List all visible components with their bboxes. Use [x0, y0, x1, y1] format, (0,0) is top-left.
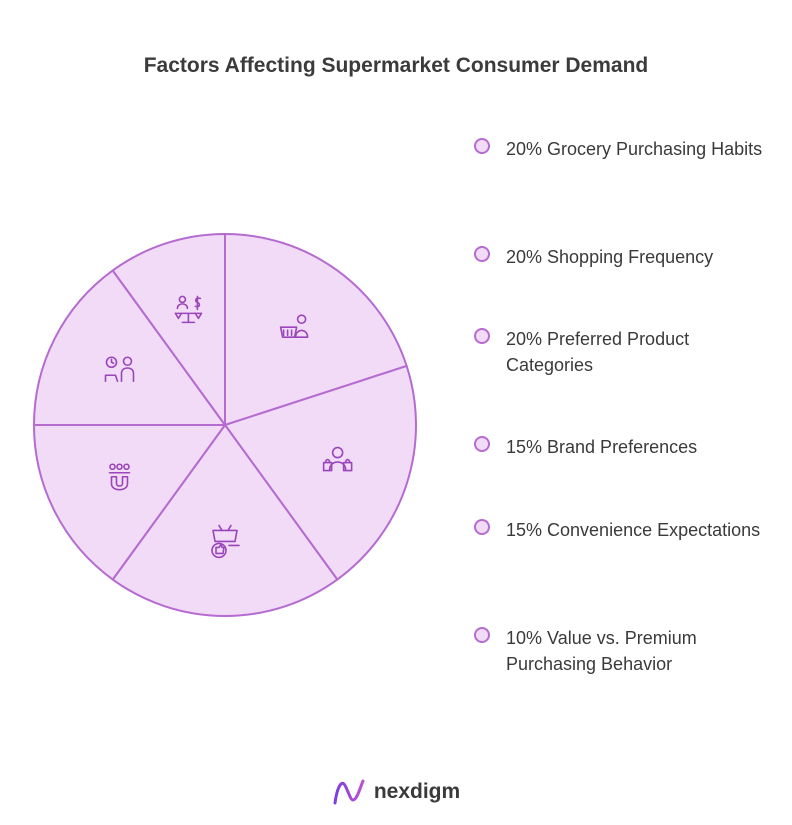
legend-marker-icon: [474, 436, 490, 452]
legend-marker-icon: [474, 138, 490, 154]
shopper-basket-icon: [279, 314, 309, 338]
shopper-bags-icon: [322, 446, 353, 472]
pie-slice-shopping-frequency: [224, 364, 417, 581]
pie-slice-grocery-purchasing-habits: [224, 233, 408, 426]
legend-item-shopping-frequency: 20% Shopping Frequency: [474, 244, 774, 270]
legend-label: 20% Preferred Product Categories: [506, 329, 690, 375]
pie-slice-convenience-expectations: [33, 269, 226, 426]
legend-label: 10% Value vs. Premium Purchasing Behavio…: [506, 628, 697, 674]
pie-slice-preferred-product-categories: [111, 424, 339, 617]
basket-thumbs-up-icon: [211, 524, 240, 559]
legend-marker-icon: [474, 246, 490, 262]
pie-slice-brand-preferences: [33, 424, 226, 581]
legend-label: 15% Convenience Expectations: [506, 520, 761, 540]
legend-item-convenience-expectations: 15% Convenience Expectations: [474, 517, 774, 543]
legend-label: 20% Shopping Frequency: [506, 247, 714, 267]
legend-label: 20% Grocery Purchasing Habits: [506, 139, 763, 159]
legend-marker-icon: [474, 519, 490, 535]
pie-slice-value-vs-premium-purchasing-behavior: [111, 233, 226, 426]
legend-marker-icon: [474, 627, 490, 643]
legend-item-preferred-product-categories: 20% Preferred Product Categories: [474, 326, 774, 378]
brand-name: nexdigm: [373, 780, 461, 803]
nexdigm-logo-icon: [333, 779, 365, 805]
magnet-people-icon: [108, 463, 131, 491]
clock-person-icon: [104, 356, 135, 383]
legend-marker-icon: [474, 328, 490, 344]
legend-item-value-vs-premium: 10% Value vs. Premium Purchasing Behavio…: [474, 625, 774, 677]
chart-title: Factors Affecting Supermarket Consumer D…: [143, 54, 649, 77]
legend-item-grocery-purchasing-habits: 20% Grocery Purchasing Habits: [474, 136, 774, 162]
scale-balance-icon: [174, 295, 203, 324]
brand-footer: nexdigm: [0, 778, 792, 806]
legend-item-brand-preferences: 15% Brand Preferences: [474, 434, 774, 460]
legend-label: 15% Brand Preferences: [506, 437, 698, 457]
